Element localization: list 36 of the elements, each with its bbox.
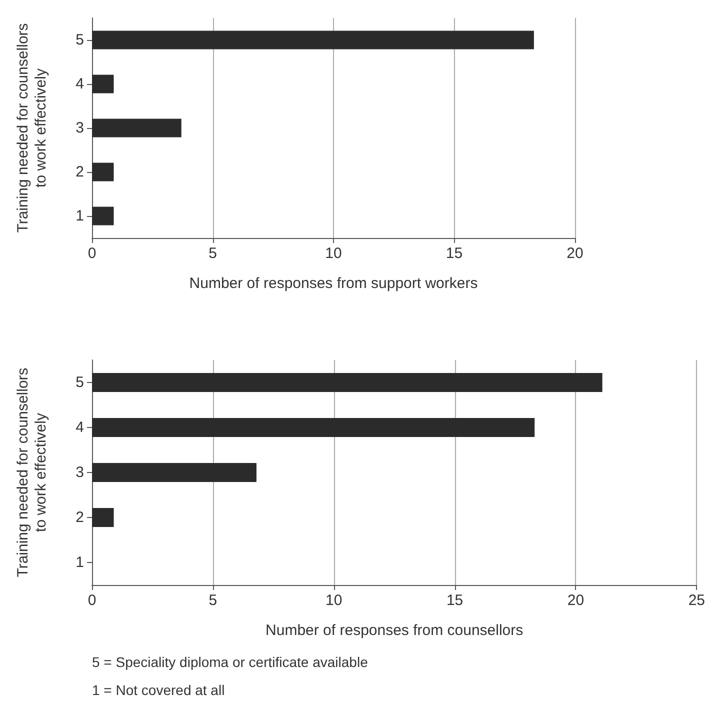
x-tick-label: 25 bbox=[688, 592, 705, 609]
x-axis-title: Number of responses from support workers bbox=[189, 275, 478, 292]
x-tick-label: 15 bbox=[446, 592, 464, 609]
y-tick-label: 5 bbox=[76, 32, 84, 48]
bar bbox=[92, 463, 256, 482]
y-tick-label: 4 bbox=[76, 419, 84, 436]
y-tick-label: 1 bbox=[76, 208, 84, 224]
text: 1 = Not covered at all bbox=[92, 682, 225, 698]
y-tick-label: 4 bbox=[76, 76, 84, 92]
x-tick-label: 0 bbox=[88, 245, 96, 262]
y-tick-label: 5 bbox=[76, 374, 84, 391]
bar bbox=[92, 118, 182, 138]
bar bbox=[92, 373, 602, 392]
bar bbox=[92, 206, 114, 226]
x-tick-label: 5 bbox=[208, 592, 218, 609]
x-tick-label: 20 bbox=[566, 245, 584, 262]
bar bbox=[92, 74, 114, 94]
x-tick-label: 0 bbox=[88, 592, 96, 609]
x-tick-label: 15 bbox=[446, 245, 463, 262]
y-tick-label: 3 bbox=[76, 120, 84, 136]
y-tick-label: 3 bbox=[76, 464, 84, 481]
y-tick-label: 1 bbox=[76, 554, 84, 571]
bar bbox=[92, 508, 114, 527]
x-tick-label: 5 bbox=[208, 245, 217, 262]
y-axis-title: Training needed for counsellors to work effectively bbox=[14, 368, 50, 578]
x-tick-label: 10 bbox=[325, 245, 342, 262]
y-tick-label: 2 bbox=[76, 509, 84, 526]
text: 5 = Speciality diploma or certificate available bbox=[92, 654, 368, 670]
bar bbox=[92, 162, 114, 182]
bar bbox=[92, 30, 534, 50]
x-tick-label: 20 bbox=[567, 592, 584, 609]
x-tick-label: 10 bbox=[326, 592, 342, 609]
bar bbox=[92, 418, 535, 437]
y-tick-label: 2 bbox=[76, 164, 84, 180]
y-axis-title: Training needed for counsellors to work effectively bbox=[14, 23, 50, 233]
x-axis-title: Number of responses from counsellors bbox=[266, 622, 524, 639]
